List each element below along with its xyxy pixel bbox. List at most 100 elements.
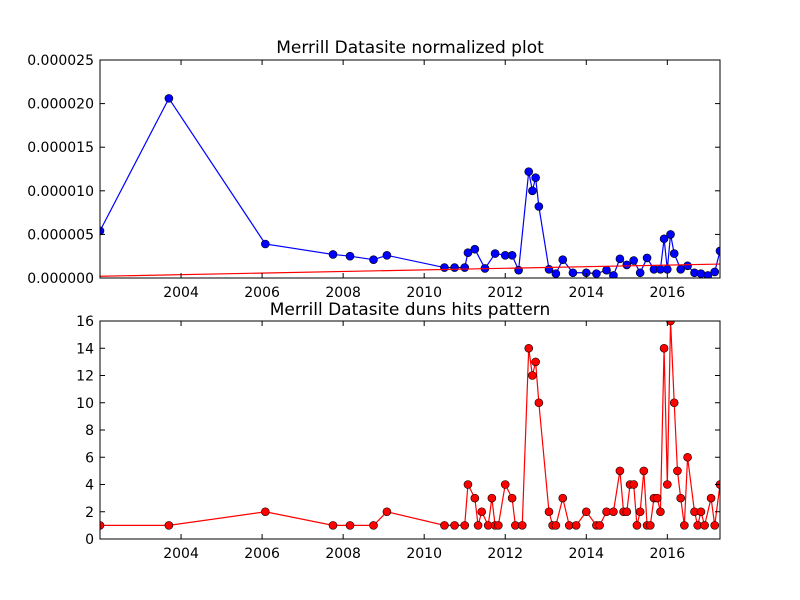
- duns-y-tick-label: 14: [76, 341, 94, 357]
- normalized-data-point: [507, 251, 517, 260]
- duns-data-point: [528, 371, 537, 380]
- normalized-plot-title: Merrill Datasite normalized plot: [276, 38, 544, 58]
- duns-x-tick-label: 2014: [568, 546, 604, 562]
- duns-data-point: [460, 521, 470, 530]
- normalized-x-tick-label: 2010: [406, 285, 442, 301]
- normalized-data-point: [568, 268, 578, 278]
- normalized-data-point: [164, 94, 174, 103]
- duns-data-point: [463, 480, 473, 489]
- normalized-x-tick-label: 2016: [649, 285, 685, 301]
- normalized-data-point: [100, 226, 105, 236]
- normalized-x-tick-label: 2014: [568, 285, 604, 301]
- normalized-data-point: [622, 260, 632, 270]
- normalized-data-point: [382, 251, 392, 260]
- normalized-data-point: [609, 271, 618, 278]
- duns-y-tick-label: 2: [85, 505, 94, 521]
- duns-x-tick-label: 2004: [163, 546, 199, 562]
- duns-data-point: [261, 507, 270, 517]
- normalized-data-point: [703, 271, 713, 278]
- duns-data-point: [676, 493, 685, 503]
- duns-data-point: [328, 521, 338, 530]
- duns-data-point: [500, 480, 510, 489]
- duns-x-tick-label: 2006: [244, 546, 280, 562]
- normalized-series-1-line: [100, 263, 720, 277]
- duns-data-point: [639, 466, 649, 476]
- duns-data-point: [696, 507, 706, 517]
- duns-x-tick-label: 2016: [649, 546, 685, 562]
- duns-x-tick-label: 2008: [325, 546, 361, 562]
- duns-data-point: [369, 521, 378, 530]
- duns-data-point: [629, 480, 638, 489]
- normalized-data-point: [524, 167, 534, 176]
- duns-data-point: [345, 521, 355, 530]
- duns-y-tick-label: 4: [85, 478, 94, 494]
- normalized-x-tick-label: 2006: [244, 285, 280, 301]
- normalized-data-point: [460, 263, 470, 272]
- normalized-data-point: [669, 249, 679, 258]
- normalized-data-point: [635, 268, 645, 278]
- duns-data-point: [700, 521, 709, 530]
- duns-data-point: [477, 507, 487, 517]
- duns-data-point: [706, 493, 716, 503]
- duns-data-point: [663, 480, 672, 489]
- normalized-data-point: [328, 250, 338, 259]
- duns-y-tick-label: 8: [85, 423, 94, 439]
- normalized-data-point: [490, 249, 500, 258]
- normalized-x-tick-label: 2008: [325, 285, 361, 301]
- duns-data-point: [450, 521, 459, 530]
- duns-data-point: [100, 521, 105, 530]
- duns-hits-panel: Merrill Datasite duns hits pattern 2004 2…: [76, 300, 721, 562]
- duns-data-point: [609, 507, 618, 517]
- normalized-data-point: [659, 234, 669, 244]
- duns-data-point: [666, 321, 675, 326]
- normalized-data-point: [261, 239, 270, 249]
- duns-data-layer: [100, 321, 720, 530]
- normalized-data-point: [470, 244, 480, 254]
- normalized-data-point: [440, 263, 449, 272]
- duns-data-point: [635, 507, 645, 517]
- normalized-data-point: [558, 255, 568, 264]
- duns-y-tick-label: 0: [85, 532, 94, 548]
- duns-y-tick-label: 16: [76, 314, 94, 330]
- duns-data-point: [473, 521, 483, 530]
- duns-data-point: [659, 343, 669, 353]
- duns-data-point: [551, 521, 561, 530]
- normalized-y-tick-label: 0.000010: [27, 184, 94, 200]
- normalized-data-point: [534, 202, 544, 211]
- duns-data-point: [656, 507, 665, 517]
- normalized-data-point: [544, 264, 554, 274]
- normalized-y-tick-label: 0.000015: [27, 140, 94, 156]
- normalized-data-point: [345, 251, 355, 261]
- normalized-x-tick-label: 2004: [163, 285, 199, 301]
- duns-data-point: [673, 466, 682, 476]
- duns-x-tick-label: 2012: [487, 546, 523, 562]
- normalized-data-point: [592, 269, 601, 278]
- normalized-data-point: [663, 264, 672, 274]
- duns-data-point: [164, 521, 174, 530]
- duns-data-point: [581, 507, 591, 517]
- duns-y-tick-label: 12: [76, 369, 94, 385]
- normalized-data-layer: [100, 94, 720, 278]
- normalized-x-tick-label: 2012: [487, 285, 523, 301]
- duns-data-point: [487, 493, 497, 503]
- normalized-data-point: [615, 254, 625, 264]
- normalized-y-tick-label: 0.000000: [27, 271, 94, 287]
- duns-data-point: [544, 507, 554, 517]
- normalized-data-point: [531, 173, 540, 183]
- duns-data-point: [669, 398, 679, 408]
- normalized-plot-panel: Merrill Datasite normalized plot 2004 200…: [27, 38, 721, 301]
- duns-data-point: [494, 521, 503, 530]
- duns-data-point: [680, 521, 689, 530]
- duns-data-point: [531, 357, 540, 367]
- normalized-axes-frame: [99, 59, 721, 279]
- duns-x-tick-label: 2010: [406, 546, 442, 562]
- duns-data-point: [558, 493, 568, 503]
- duns-hits-title: Merrill Datasite duns hits pattern: [270, 300, 551, 320]
- normalized-data-point: [715, 246, 720, 256]
- duns-data-point: [470, 493, 480, 503]
- normalized-y-tick-label: 0.000020: [27, 97, 94, 113]
- duns-y-tick-label: 6: [85, 450, 94, 466]
- normalized-data-point: [710, 267, 720, 277]
- normalized-data-point: [369, 255, 378, 264]
